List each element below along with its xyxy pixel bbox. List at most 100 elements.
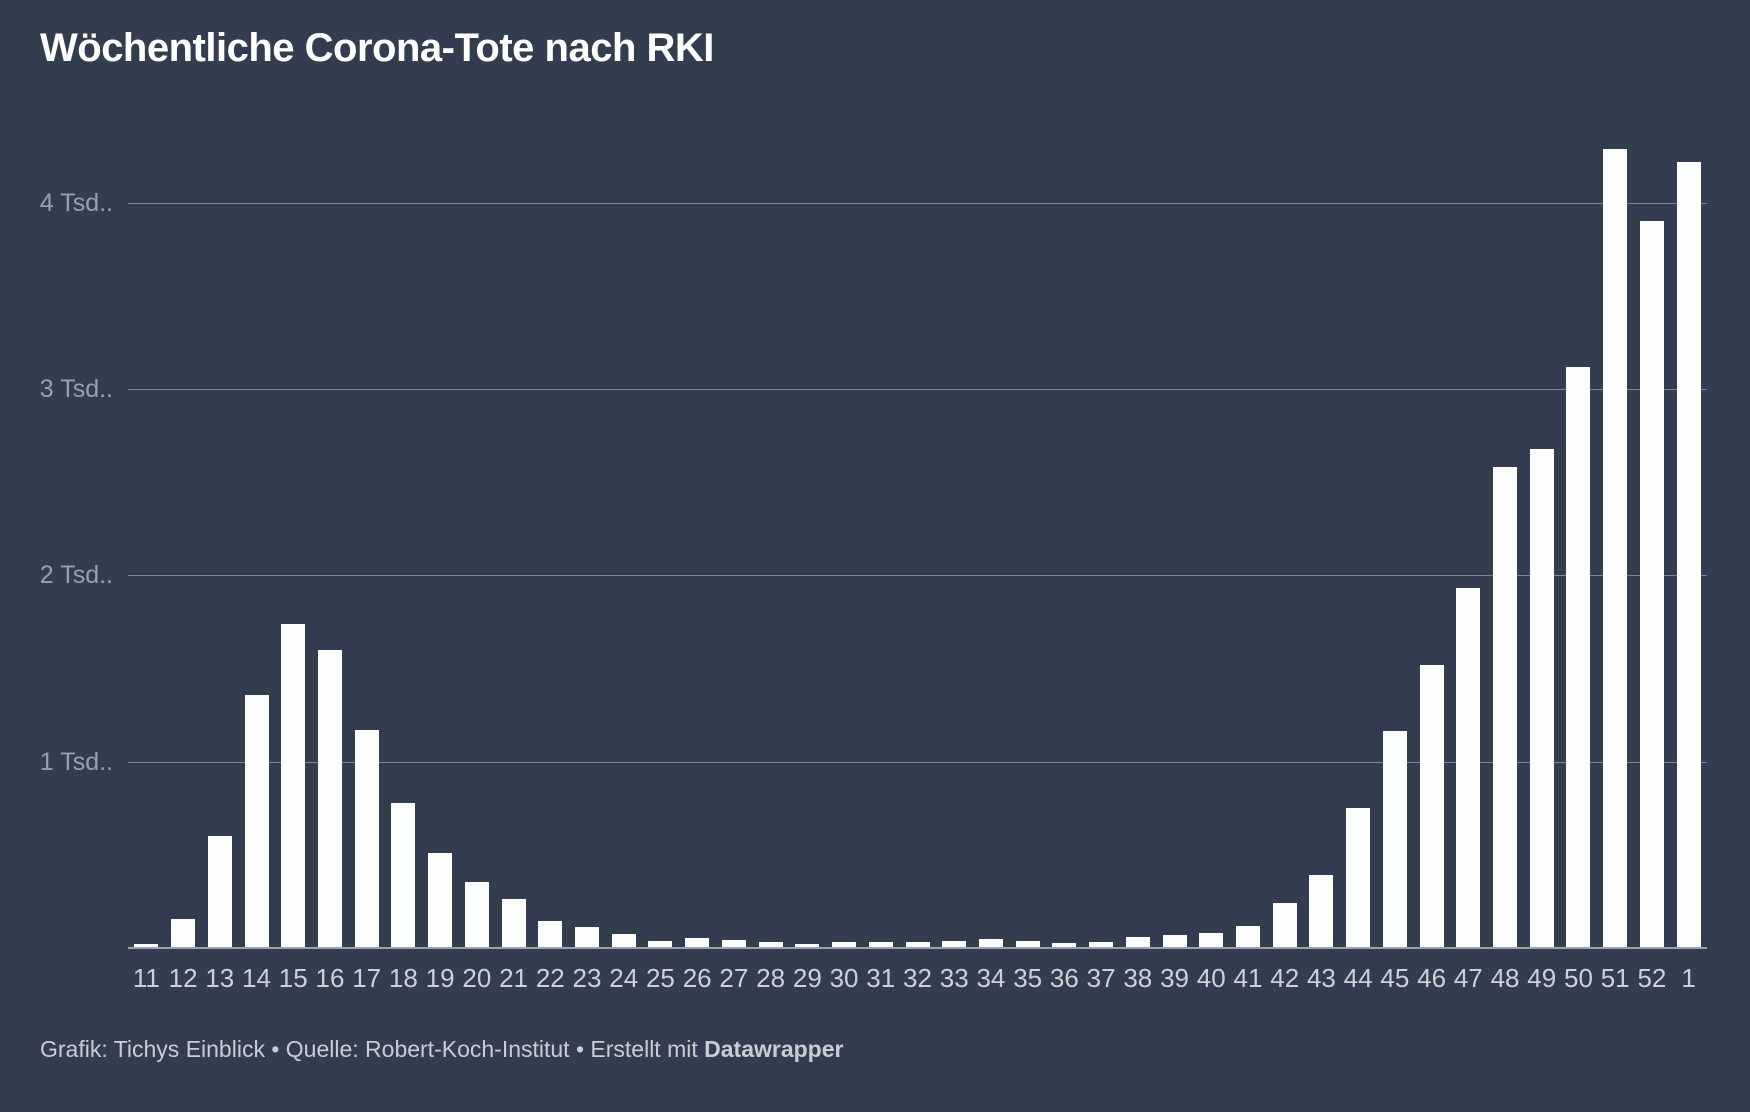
bar-week-17 — [354, 730, 379, 948]
bar-week-13 — [207, 836, 232, 948]
x-axis-tick-label-week-45: 45 — [1380, 963, 1410, 993]
bar-week-20 — [464, 881, 489, 948]
x-axis-tick-label-week-27: 27 — [719, 963, 749, 993]
x-axis-tick-label-week-40: 40 — [1196, 963, 1226, 993]
x-axis-tick-label-week-47: 47 — [1453, 963, 1483, 993]
y-axis-tick-label: 3 Tsd.. — [39, 375, 113, 404]
bar-week-45 — [1382, 730, 1407, 948]
bar-week-42 — [1272, 903, 1297, 948]
bar-week-41 — [1235, 925, 1260, 948]
bar-week-44 — [1346, 808, 1371, 948]
bar-week-43 — [1309, 875, 1334, 948]
bar-week-27 — [721, 939, 746, 948]
x-axis-tick-label-week-48: 48 — [1490, 963, 1520, 993]
bar-week-50 — [1566, 366, 1591, 948]
bar-week-35 — [1015, 940, 1040, 948]
x-axis-tick-label-week-41: 41 — [1233, 963, 1263, 993]
bar-week-37 — [1089, 942, 1114, 948]
bar-week-21 — [501, 898, 526, 948]
bar-week-52 — [1639, 221, 1664, 948]
bar-week-26 — [685, 937, 710, 948]
x-axis-tick-label-week-36: 36 — [1049, 963, 1079, 993]
x-axis-tick-label-week-42: 42 — [1270, 963, 1300, 993]
x-axis-tick-label-week-16: 16 — [315, 963, 345, 993]
y-axis-tick-label: 4 Tsd.. — [39, 188, 113, 217]
chart-title: Wöchentliche Corona-Tote nach RKI — [40, 26, 714, 70]
gridline-3000 — [128, 389, 1707, 391]
x-axis-tick-label-week-23: 23 — [572, 963, 602, 993]
x-axis-tick-label-week-25: 25 — [645, 963, 675, 993]
bar-week-40 — [1199, 933, 1224, 948]
datawrapper-link[interactable]: Datawrapper — [704, 1036, 844, 1062]
x-axis-tick-label-week-52: 52 — [1637, 963, 1667, 993]
y-axis: 1 Tsd.. 2 Tsd.. 3 Tsd.. 4 Tsd.. — [0, 0, 113, 948]
x-axis-tick-label-week-24: 24 — [609, 963, 639, 993]
bar-week-39 — [1162, 934, 1187, 948]
footer-credits: Grafik: Tichys Einblick • Quelle: Robert… — [40, 1036, 705, 1062]
gridline-2000 — [128, 575, 1707, 577]
x-axis-tick-label-week-21: 21 — [499, 963, 529, 993]
x-axis-tick-label-week-39: 39 — [1160, 963, 1189, 993]
x-axis-tick-label-week-30: 30 — [829, 963, 859, 993]
bar-week-32 — [905, 942, 930, 948]
x-axis: 11 12 13 14 15 16 17 18 19 20 21 22 23 24 25 26 27 28 29 30… — [0, 964, 1750, 994]
x-axis-tick-label-week-32: 32 — [903, 963, 932, 993]
x-axis-tick-label-week-22: 22 — [535, 963, 565, 993]
x-axis-tick-label-week-17: 17 — [352, 963, 382, 993]
chart-footer: Grafik: Tichys Einblick • Quelle: Robert… — [40, 1036, 843, 1063]
bar-week-34 — [978, 939, 1003, 948]
bar-week-16 — [317, 649, 342, 948]
bar-week-22 — [538, 921, 563, 948]
x-axis-tick-label-week-43: 43 — [1306, 963, 1336, 993]
x-axis-tick-label-week-38: 38 — [1123, 963, 1153, 993]
bar-week-19 — [428, 853, 453, 948]
x-axis-tick-label-week-37: 37 — [1086, 963, 1116, 993]
x-axis-tick-label-week-18: 18 — [388, 963, 418, 993]
x-axis-tick-label-week-19: 19 — [425, 963, 455, 993]
x-axis-line — [128, 947, 1707, 949]
bar-week-31 — [868, 942, 893, 948]
gridline-4000 — [128, 202, 1707, 204]
bar-week-25 — [648, 940, 673, 948]
bar-week-15 — [281, 623, 306, 948]
bar-week-24 — [611, 934, 636, 948]
bar-week-11 — [134, 944, 159, 948]
bar-week-36 — [1052, 942, 1077, 948]
bar-week-30 — [832, 942, 857, 948]
bar-week-28 — [758, 942, 783, 948]
bar-week-18 — [391, 802, 416, 948]
bar-week-1 — [1676, 161, 1701, 948]
x-axis-tick-label-week-35: 35 — [1013, 963, 1043, 993]
x-axis-tick-label-week-34: 34 — [976, 963, 1006, 993]
bar-week-51 — [1603, 148, 1628, 948]
bar-week-23 — [575, 926, 599, 948]
bar-week-38 — [1125, 937, 1150, 948]
x-axis-tick-label-week-1: 1 — [1681, 963, 1696, 993]
x-axis-tick-label-week-15: 15 — [278, 963, 308, 993]
bar-week-48 — [1493, 467, 1518, 948]
x-axis-tick-label-week-49: 49 — [1527, 963, 1557, 993]
x-axis-tick-label-week-51: 51 — [1600, 963, 1630, 993]
x-axis-tick-label-week-13: 13 — [205, 963, 235, 993]
bar-week-12 — [171, 919, 196, 948]
plot-area — [128, 0, 1707, 948]
x-axis-tick-label-week-28: 28 — [756, 963, 786, 993]
x-axis-tick-label-week-50: 50 — [1564, 963, 1593, 993]
gridline-1000 — [128, 761, 1707, 763]
x-axis-tick-label-week-46: 46 — [1417, 963, 1447, 993]
bar-week-14 — [244, 694, 269, 948]
x-axis-tick-label-week-12: 12 — [168, 963, 198, 993]
x-axis-tick-label-week-11: 11 — [132, 963, 160, 993]
x-axis-tick-label-week-44: 44 — [1343, 963, 1373, 993]
bar-week-46 — [1419, 664, 1444, 948]
bar-week-49 — [1529, 448, 1554, 948]
bar-week-29 — [795, 944, 820, 948]
y-axis-tick-label: 2 Tsd.. — [39, 561, 113, 590]
x-axis-tick-label-week-31: 31 — [866, 963, 896, 993]
x-axis-tick-label-week-29: 29 — [792, 963, 822, 993]
bar-week-47 — [1456, 588, 1481, 948]
x-axis-tick-label-week-33: 33 — [939, 963, 969, 993]
x-axis-tick-label-week-26: 26 — [682, 963, 712, 993]
y-axis-tick-label: 1 Tsd.. — [39, 747, 113, 776]
bar-week-33 — [942, 940, 967, 948]
